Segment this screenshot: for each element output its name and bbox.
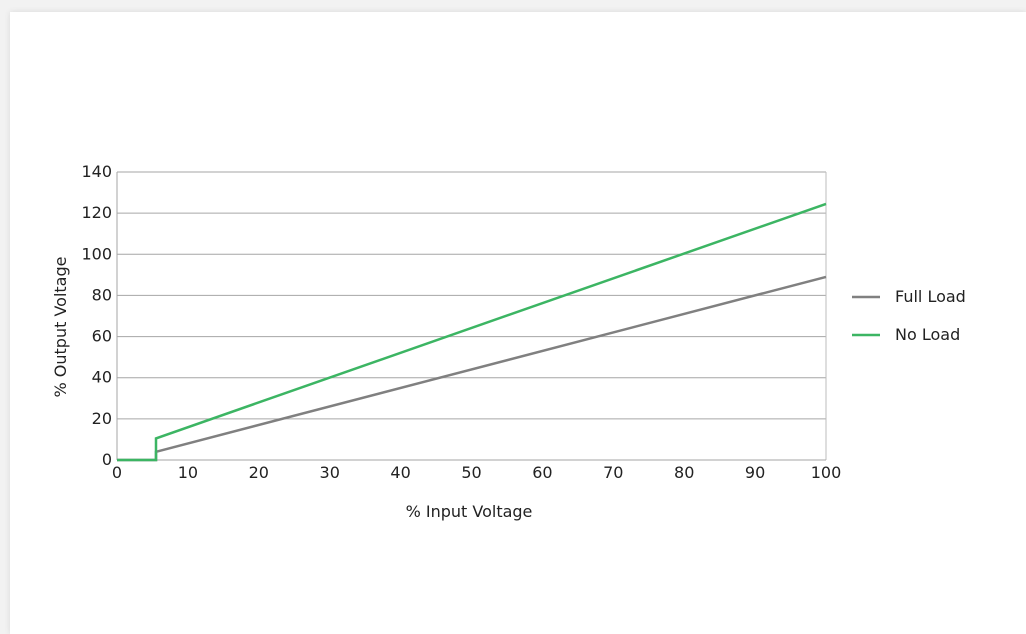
series-line-no-load (117, 202, 827, 462)
chart-card (10, 12, 1026, 634)
x-axis-label: % Input Voltage (406, 502, 533, 521)
tick-labels: 0 20 40 60 80 100 120 140 0 10 20 30 40 50 60 70 80 90 100 (81, 162, 841, 482)
x-tick-label-50: 50 (461, 463, 481, 482)
y-tick-label-120: 120 (81, 203, 112, 222)
x-tick-label-90: 90 (745, 463, 765, 482)
y-tick-label-80: 80 (92, 285, 112, 304)
grid-lines (117, 171, 826, 420)
y-tick-label-40: 40 (92, 368, 112, 387)
x-tick-label-10: 10 (178, 463, 198, 482)
y-axis-label: % Output Voltage (51, 257, 70, 398)
axes (116, 172, 827, 461)
x-tick-label-70: 70 (603, 463, 623, 482)
legend-label-full-load: Full Load (895, 287, 966, 306)
y-tick-label-0: 0 (102, 450, 112, 469)
legend-label-no-load: No Load (895, 325, 960, 344)
x-tick-label-100: 100 (811, 463, 842, 482)
x-tick-label-80: 80 (674, 463, 694, 482)
x-tick-label-30: 30 (320, 463, 340, 482)
series-lines (117, 202, 827, 462)
y-tick-label-100: 100 (81, 244, 112, 263)
x-tick-label-60: 60 (532, 463, 552, 482)
x-tick-label-20: 20 (249, 463, 269, 482)
y-tick-label-60: 60 (92, 327, 112, 346)
y-tick-label-140: 140 (81, 162, 112, 181)
y-tick-label-20: 20 (92, 409, 112, 428)
legend: Full Load No Load (852, 287, 966, 344)
x-tick-label-0: 0 (112, 463, 122, 482)
x-tick-label-40: 40 (390, 463, 410, 482)
series-line-full-load (117, 275, 827, 462)
